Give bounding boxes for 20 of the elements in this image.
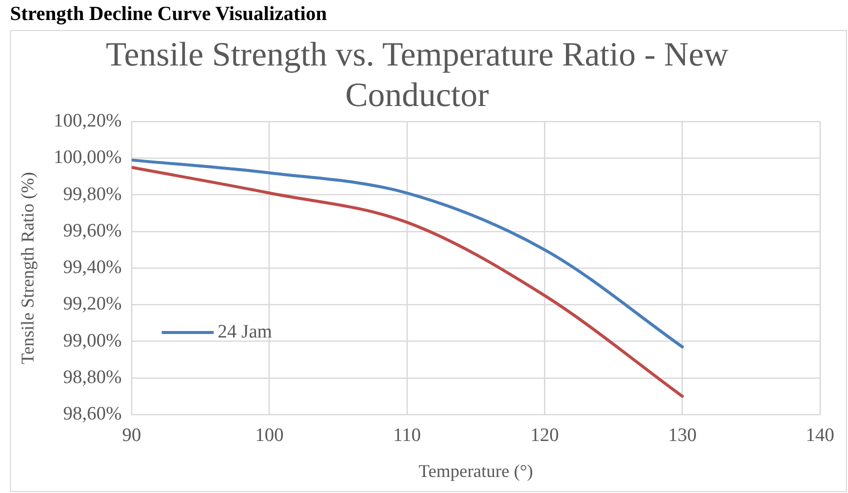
legend-label: 24 Jam bbox=[218, 322, 272, 343]
line-series bbox=[132, 166, 684, 398]
x-tick-label: 100 bbox=[255, 424, 284, 446]
y-tick-label: 98,80% bbox=[63, 366, 122, 388]
x-tick-label: 120 bbox=[530, 424, 559, 446]
line-series bbox=[132, 158, 684, 348]
x-tick-label: 140 bbox=[806, 424, 834, 446]
x-tick-label: 110 bbox=[393, 424, 421, 446]
y-tick-label: 100,00% bbox=[54, 147, 122, 168]
y-tick-label: 99,40% bbox=[63, 257, 122, 278]
text: Strength Decline Curve Visualization bbox=[10, 3, 327, 26]
y-tick-label: 99,20% bbox=[63, 294, 122, 315]
x-axis-title: Temperature (°) bbox=[418, 460, 534, 481]
x-tick-label: 90 bbox=[122, 424, 142, 446]
y-tick-label: 98,60% bbox=[63, 404, 122, 425]
y-tick-label: 99,80% bbox=[63, 184, 122, 205]
y-axis-title: Tensile Strength Ratio (%) bbox=[18, 172, 38, 364]
y-tick-label: 99,60% bbox=[63, 220, 122, 242]
x-tick-label: 130 bbox=[668, 424, 697, 446]
y-tick-label: 99,00% bbox=[63, 330, 122, 352]
